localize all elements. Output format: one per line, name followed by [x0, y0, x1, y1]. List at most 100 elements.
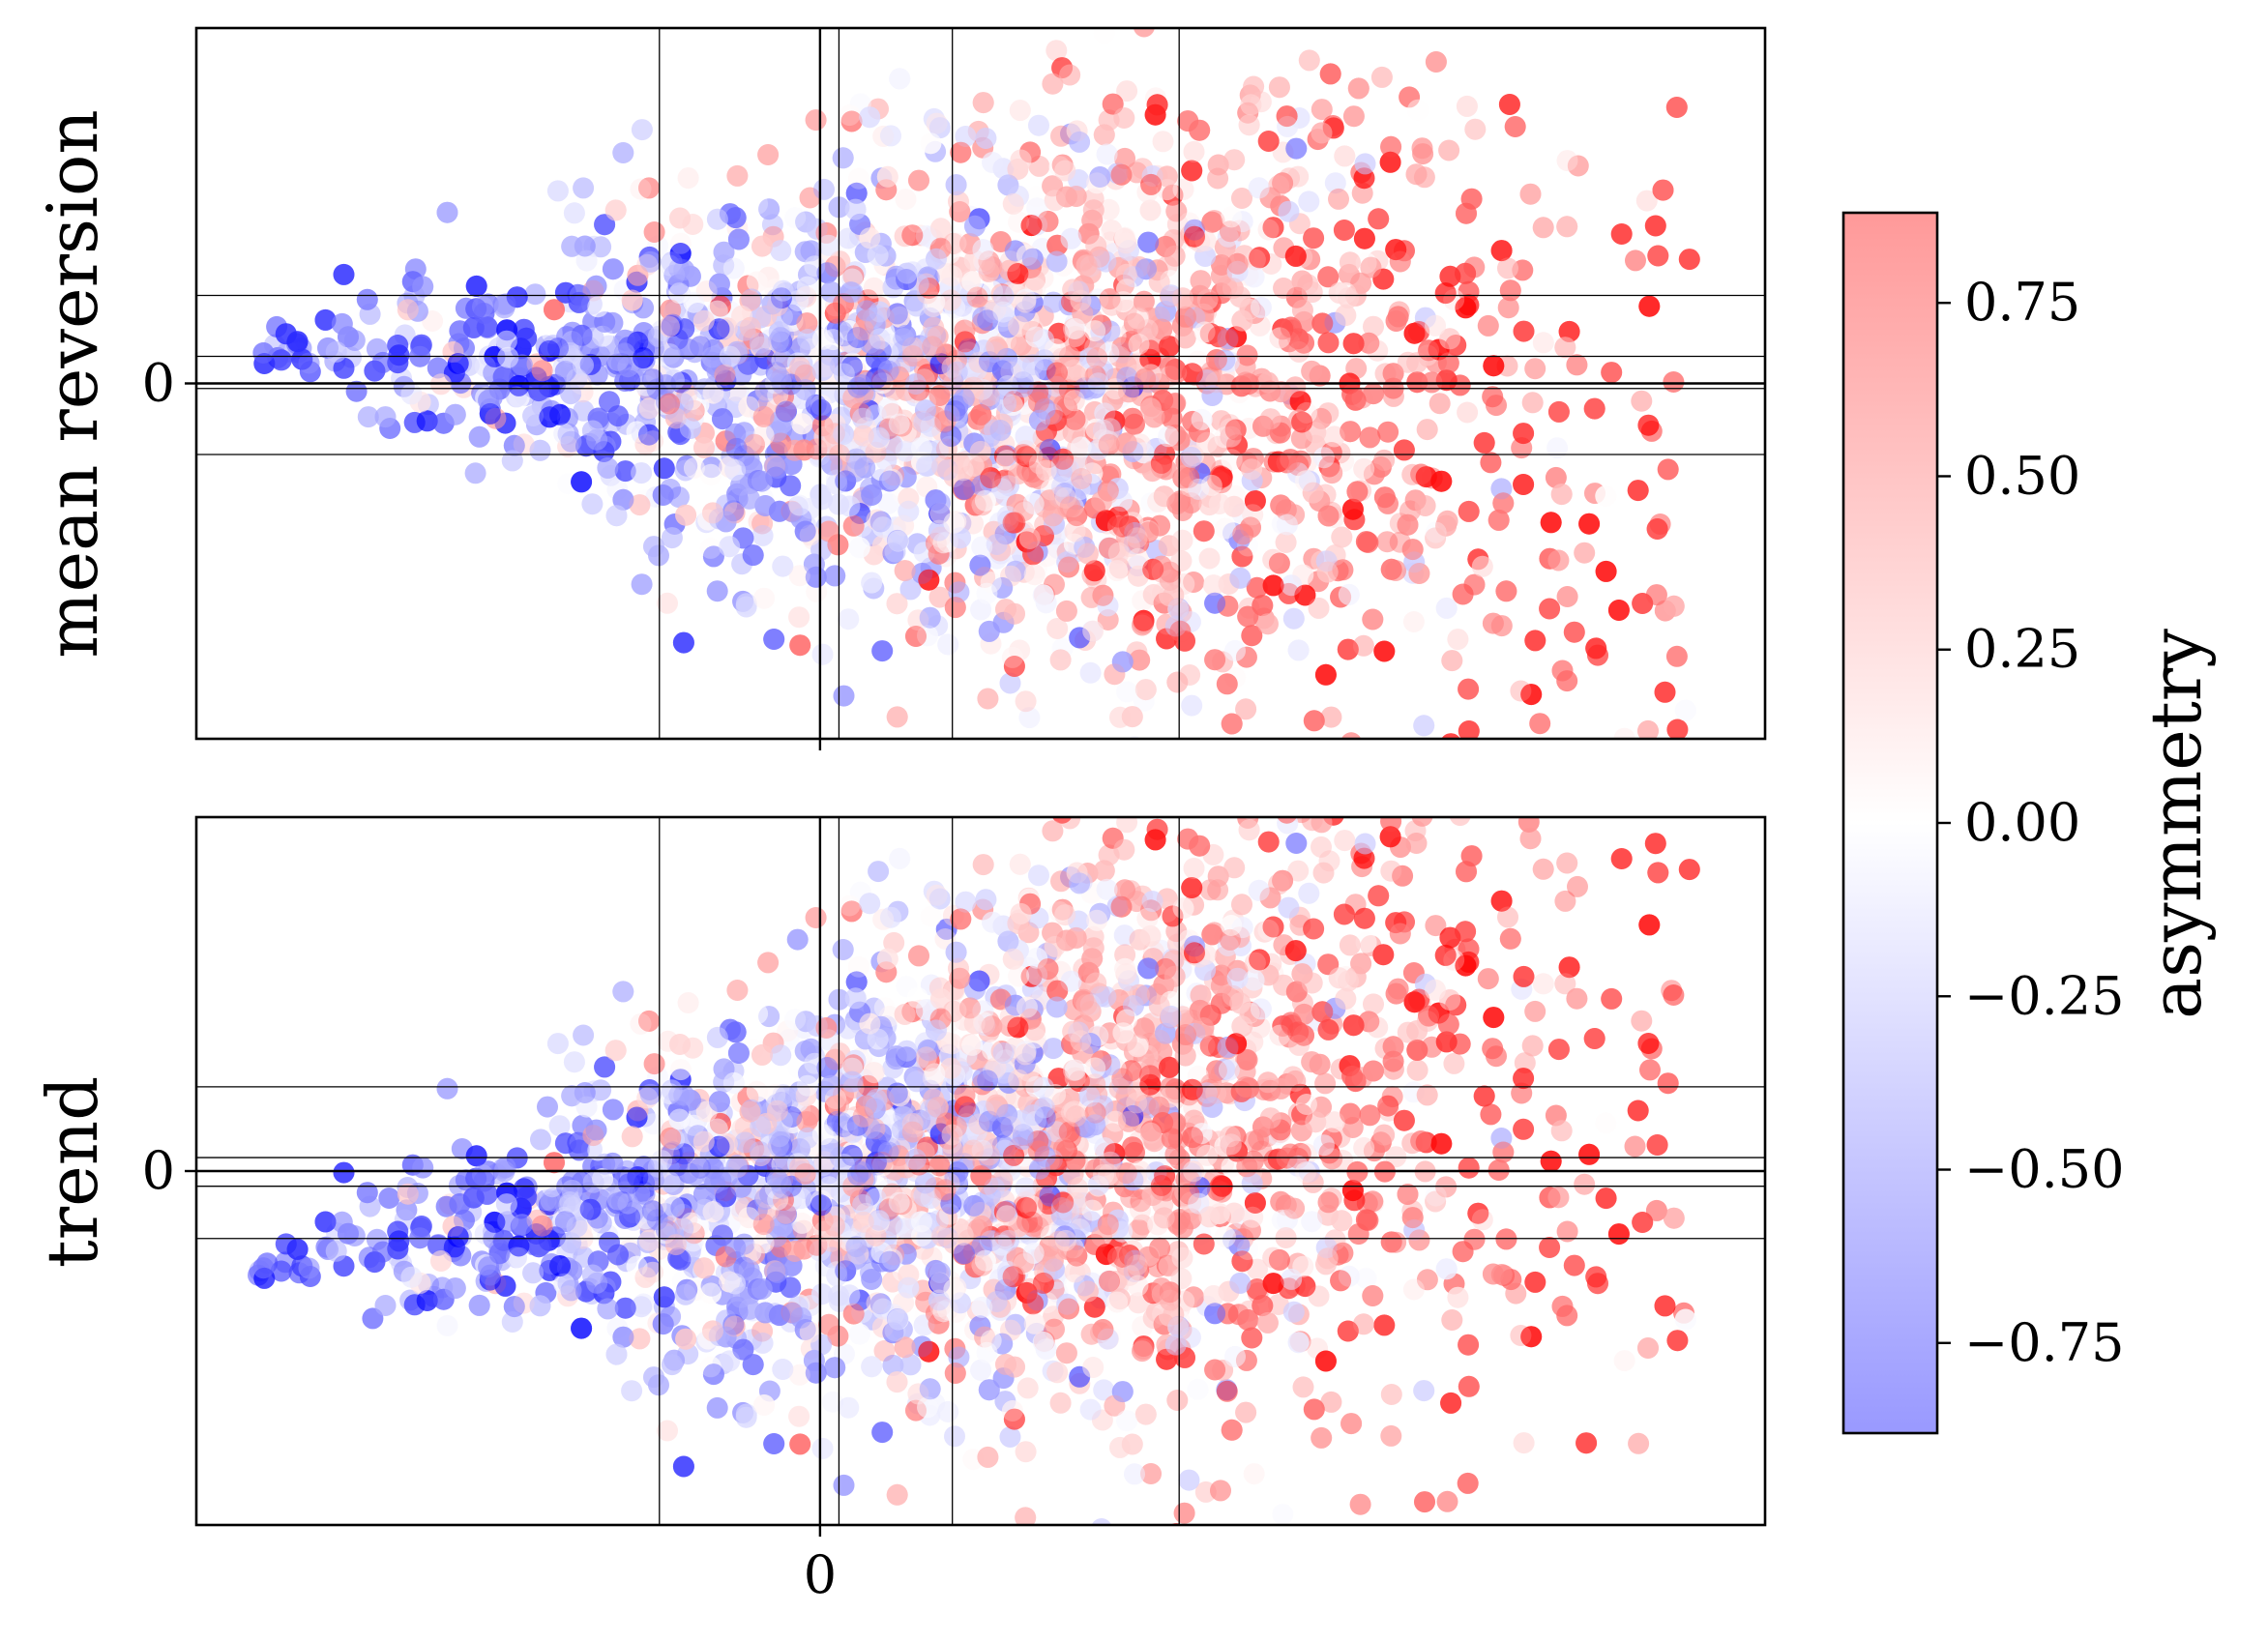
scatter-point — [934, 410, 957, 432]
scatter-point — [1008, 462, 1030, 484]
scatter-point — [871, 640, 894, 662]
scatter-point — [990, 370, 1013, 392]
scatter-point — [1216, 277, 1238, 299]
scatter-point — [636, 399, 659, 421]
scatter-point — [432, 412, 455, 434]
scatter-point — [612, 142, 634, 163]
scatter-point — [1389, 513, 1411, 535]
scatter-point — [473, 303, 495, 324]
scatter-point — [991, 360, 1014, 382]
scatter-point — [587, 296, 609, 318]
scatter-point — [1126, 527, 1148, 549]
scatter-point — [979, 425, 1001, 448]
scatter-point — [765, 362, 787, 384]
scatter-point — [987, 337, 1009, 360]
scatter-point — [1184, 225, 1205, 248]
scatter-point — [706, 208, 728, 230]
scatter-point — [792, 249, 814, 272]
scatter-point — [1013, 561, 1035, 583]
scatter-point — [1443, 288, 1465, 310]
scatter-point — [1180, 446, 1202, 468]
scatter-point — [959, 205, 982, 227]
scatter-point — [668, 486, 690, 509]
scatter-point — [783, 384, 806, 406]
scatter-point — [849, 93, 871, 115]
scatter-point — [1269, 327, 1291, 349]
scatter-point — [1290, 427, 1312, 450]
scatter-point — [1532, 217, 1554, 239]
scatter-point — [1107, 506, 1129, 528]
scatter-point — [478, 390, 500, 411]
scatter-point — [800, 497, 822, 519]
scatter-point — [546, 180, 569, 202]
scatter-point — [492, 294, 515, 316]
scatter-point — [1338, 287, 1360, 309]
scatter-point — [859, 332, 881, 354]
scatter-point — [975, 128, 997, 149]
scatter-point — [928, 385, 951, 406]
scatter-point — [999, 259, 1021, 281]
scatter-point — [1111, 515, 1134, 538]
scatter-point — [996, 347, 1018, 369]
scatter-point — [1080, 362, 1103, 384]
scatter-point — [571, 471, 593, 493]
scatter-point — [683, 457, 705, 479]
scatter-point — [899, 578, 922, 601]
scatter-point — [794, 241, 816, 263]
scatter-point — [1140, 740, 1162, 761]
scatter-point — [683, 399, 705, 422]
scatter-point — [753, 587, 776, 609]
scatter-point — [1166, 493, 1189, 514]
scatter-point — [1048, 359, 1071, 381]
scatter-point — [930, 542, 953, 564]
scatter-point — [581, 420, 604, 442]
scatter-point — [653, 457, 675, 480]
scatter-point — [946, 361, 968, 383]
scatter-point — [604, 199, 627, 221]
scatter-point — [821, 454, 843, 476]
scatter-point — [977, 309, 999, 332]
scatter-point — [1334, 145, 1356, 167]
scatter-point — [1647, 245, 1669, 267]
scatter-point — [770, 368, 792, 391]
scatter-point — [1155, 235, 1177, 257]
scatter-point — [1152, 390, 1174, 411]
scatter-point — [702, 502, 723, 524]
scatter-point — [970, 403, 992, 425]
scatter-point — [1183, 140, 1205, 162]
scatter-point — [1189, 231, 1211, 253]
scatter-point — [340, 346, 362, 368]
scatter-point — [1473, 431, 1495, 454]
scatter-point — [718, 329, 739, 351]
scatter-point — [1029, 489, 1051, 512]
scatter-point — [538, 339, 560, 362]
scatter-point — [662, 313, 684, 336]
scatter-point — [1099, 424, 1120, 446]
scatter-point — [325, 340, 347, 363]
scatter-point — [497, 346, 519, 368]
scatter-point — [1298, 191, 1320, 213]
scatter-point — [1387, 306, 1409, 328]
scatter-point — [275, 323, 297, 345]
scatter-point — [1032, 267, 1054, 289]
scatter-point — [366, 337, 388, 360]
scatter-point — [852, 425, 874, 447]
scatter-point — [1374, 363, 1397, 385]
scatter-point — [1148, 347, 1170, 369]
scatter-point — [1373, 640, 1396, 662]
scatter-point — [956, 279, 978, 302]
scatter-point — [1312, 447, 1335, 469]
scatter-point — [627, 264, 649, 286]
scatter-point — [1021, 248, 1044, 270]
scatter-point — [1204, 649, 1226, 671]
scatter-point — [1151, 402, 1173, 425]
scatter-point — [805, 394, 827, 416]
scatter-point — [1524, 630, 1546, 652]
scatter-point — [568, 291, 590, 313]
scatter-point — [799, 524, 821, 546]
scatter-point — [643, 221, 665, 243]
scatter-point — [982, 302, 1004, 324]
scatter-point — [1058, 556, 1079, 578]
scatter-point — [978, 261, 1000, 282]
scatter-point — [1221, 713, 1243, 735]
